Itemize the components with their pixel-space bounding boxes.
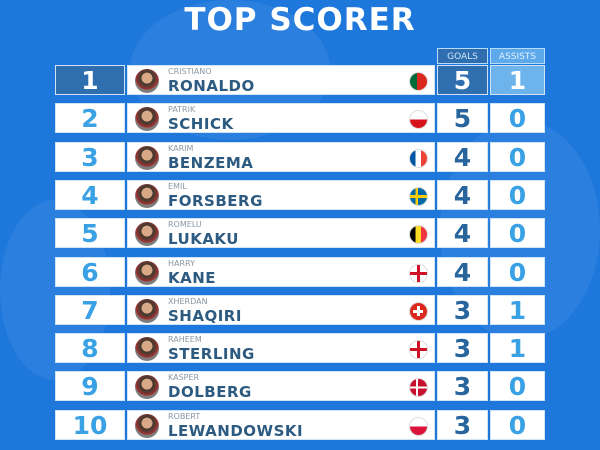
czech-republic-flag-icon (409, 110, 428, 130)
rank: 9 (55, 371, 125, 402)
assists-value: 0 (490, 179, 545, 210)
assists-value: 0 (490, 409, 545, 440)
player-last-name: LUKAKU (168, 230, 239, 249)
belgium-flag-icon (409, 225, 428, 245)
player-first-name: XHERDAN (168, 296, 208, 306)
table-row: 4 EMIL FORSBERG 4 0 (55, 179, 545, 210)
rank: 4 (55, 179, 125, 210)
player-last-name: BENZEMA (168, 153, 254, 172)
player-first-name: KASPER (168, 373, 200, 383)
switzerland-flag-icon (409, 301, 428, 321)
goals-value: 3 (437, 371, 488, 402)
goals-value: 3 (437, 294, 488, 325)
goals-value: 5 (437, 65, 488, 95)
player-first-name: KARIM (168, 143, 194, 153)
player-cell: RAHEEM STERLING (127, 333, 435, 364)
goals-value: 4 (437, 141, 488, 172)
player-last-name: DOLBERG (168, 383, 252, 402)
rank: 3 (55, 141, 125, 172)
table-row: 7 XHERDAN SHAQIRI 3 1 (55, 294, 545, 325)
assists-value: 1 (490, 65, 545, 95)
table-row: 2 PATRIK SCHICK 5 0 (55, 103, 545, 134)
rank: 8 (55, 333, 125, 364)
player-last-name: FORSBERG (168, 191, 263, 210)
player-last-name: SCHICK (168, 115, 234, 134)
avatar (135, 298, 159, 323)
assists-value: 0 (490, 256, 545, 287)
goals-value: 4 (437, 179, 488, 210)
player-cell: CRISTIANO RONALDO (127, 65, 435, 95)
table-row: 9 KASPER DOLBERG 3 0 (55, 371, 545, 402)
england-flag-icon (409, 340, 428, 360)
player-cell: KARIM BENZEMA (127, 141, 435, 172)
avatar (135, 260, 159, 285)
poland-flag-icon (409, 416, 428, 436)
assists-value: 0 (490, 218, 545, 249)
player-last-name: SHAQIRI (168, 306, 242, 325)
assists-value: 0 (490, 103, 545, 134)
rank: 6 (55, 256, 125, 287)
goals-value: 5 (437, 103, 488, 134)
rank: 1 (55, 65, 125, 95)
goals-value: 4 (437, 218, 488, 249)
england-flag-icon (409, 263, 428, 283)
goals-header: GOALS (437, 48, 488, 64)
player-last-name: LEWANDOWSKI (168, 421, 304, 440)
avatar (135, 222, 159, 247)
avatar (135, 183, 159, 208)
table-row: 6 HARRY KANE 4 0 (55, 256, 545, 287)
player-last-name: KANE (168, 268, 217, 287)
assists-value: 0 (490, 141, 545, 172)
avatar (135, 69, 159, 93)
page-title: TOP SCORER (184, 2, 416, 38)
assists-value: 0 (490, 371, 545, 402)
player-first-name: EMIL (168, 181, 187, 191)
player-first-name: ROBERT (168, 411, 201, 421)
assists-value: 1 (490, 294, 545, 325)
rank: 7 (55, 294, 125, 325)
denmark-flag-icon (409, 378, 428, 398)
player-last-name: RONALDO (168, 77, 255, 95)
avatar (135, 107, 159, 132)
table-row: 8 RAHEEM STERLING 3 1 (55, 333, 545, 364)
player-first-name: RAHEEM (168, 335, 202, 345)
player-first-name: HARRY (168, 258, 195, 268)
player-first-name: CRISTIANO (168, 67, 212, 76)
avatar (135, 413, 159, 438)
avatar (135, 375, 159, 400)
player-first-name: PATRIK (168, 105, 196, 115)
player-cell: EMIL FORSBERG (127, 179, 435, 210)
france-flag-icon (409, 148, 428, 168)
player-cell: ROBERT LEWANDOWSKI (127, 409, 435, 440)
player-cell: KASPER DOLBERG (127, 371, 435, 402)
avatar (135, 145, 159, 170)
assists-header: ASSISTS (490, 48, 545, 64)
table-row: 3 KARIM BENZEMA 4 0 (55, 141, 545, 172)
table-row: 5 ROMELU LUKAKU 4 0 (55, 218, 545, 249)
player-cell: ROMELU LUKAKU (127, 218, 435, 249)
sweden-flag-icon (409, 186, 428, 206)
rank: 5 (55, 218, 125, 249)
goals-value: 3 (437, 409, 488, 440)
avatar (135, 337, 159, 362)
rank: 2 (55, 103, 125, 134)
player-first-name: ROMELU (168, 220, 202, 230)
player-last-name: STERLING (168, 345, 255, 364)
player-cell: HARRY KANE (127, 256, 435, 287)
assists-value: 1 (490, 333, 545, 364)
portugal-flag-icon (409, 72, 428, 91)
player-cell: PATRIK SCHICK (127, 103, 435, 134)
goals-value: 4 (437, 256, 488, 287)
table-row: 10 ROBERT LEWANDOWSKI 3 0 (55, 409, 545, 440)
table-row: 1 CRISTIANO RONALDO 5 1 (55, 65, 545, 95)
player-cell: XHERDAN SHAQIRI (127, 294, 435, 325)
goals-value: 3 (437, 333, 488, 364)
rank: 10 (55, 409, 125, 440)
